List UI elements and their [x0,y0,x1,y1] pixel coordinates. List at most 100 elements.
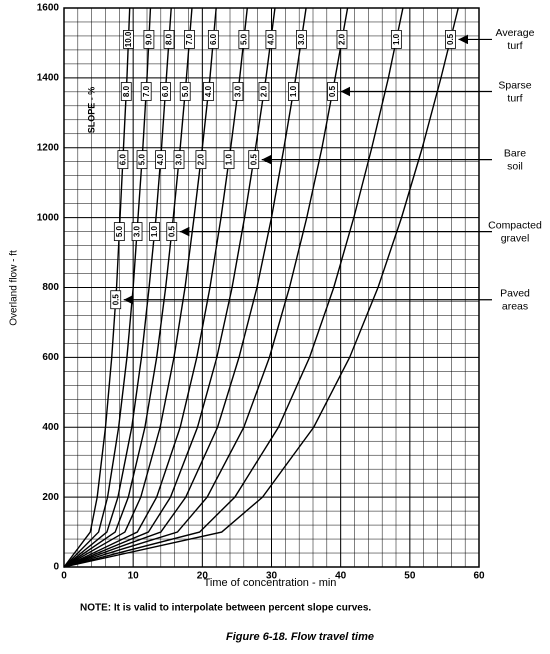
label-box [117,150,129,170]
slope-label: 8.0 [120,82,132,101]
label-box [173,150,185,170]
slope-label-text: 3.0 [175,154,184,166]
label-box [110,290,122,310]
slope-label-text: 3.0 [234,85,243,97]
label-box [143,30,155,49]
slope-label: 2.0 [336,30,348,49]
slope-label: 1.0 [149,222,161,242]
slope-label-text: 2.0 [338,33,347,45]
slope-label: 4.0 [155,150,166,170]
y-tick-label: 1400 [37,73,60,84]
surface-name: Bare [504,147,526,159]
curve [63,7,307,568]
label-box [166,222,178,242]
slope-label: 3.0 [296,30,307,49]
y-tick-label: 800 [42,282,59,293]
slope-label: 1.0 [390,30,402,49]
slope-label: 5.0 [136,150,148,170]
x-tick-label: 40 [335,571,347,582]
y-tick-label: 1200 [37,142,60,153]
label-box [160,82,171,101]
label-box [163,30,175,49]
y-tick-label: 0 [53,562,59,573]
slope-label-text: 6.0 [119,154,128,166]
slope-label-text: 0.5 [328,85,337,97]
slope-label-text: 6.0 [209,33,218,45]
y-tick-label: 200 [42,492,59,503]
slope-label: 7.0 [184,30,195,49]
y-tick-label: 1000 [37,212,60,223]
slope-label-text: 1.0 [289,85,298,97]
slope-label-text: 1.0 [392,33,401,45]
surface-name: areas [502,301,528,313]
slope-label: 2.0 [258,82,270,101]
slope-label-text: 0.5 [167,225,176,237]
slope-label-text: 6.0 [161,85,170,97]
curve [63,7,172,568]
curve [63,7,217,568]
slope-label-text: 5.0 [138,154,147,166]
x-tick-label: 0 [61,571,67,582]
surface-name: soil [507,160,523,172]
slope-label-text: 2.0 [197,154,206,166]
slope-label: 4.0 [265,30,277,49]
slope-label-text: 4.0 [267,33,276,45]
slope-label: 1.0 [288,82,299,101]
slope-label: 3.0 [232,82,244,101]
label-box [136,150,148,170]
slope-label-text: 3.0 [133,225,142,237]
slope-label: 3.0 [131,222,143,242]
label-box [327,82,338,101]
slope-label-text: 3.0 [297,33,306,45]
label-box [140,82,152,101]
y-tick-label: 400 [42,422,59,433]
surface-name: turf [507,92,522,104]
label-box [203,82,214,101]
slope-label-text: 2.0 [260,85,269,97]
label-box [390,30,402,49]
label-box [131,222,143,242]
slope-label-text: 0.5 [249,154,258,166]
label-box [149,222,161,242]
label-box [248,150,260,170]
label-box [336,30,348,49]
x-tick-label: 50 [404,571,416,582]
x-tick-label: 20 [197,571,209,582]
slope-label: 8.0 [163,30,175,49]
slope-label-text: 9.0 [145,33,154,45]
label-box [207,30,219,49]
curve [63,7,193,568]
slope-label-text: 1.0 [150,225,159,237]
slope-label: 9.0 [143,30,155,49]
label-box [265,30,277,49]
surface-name: Paved [500,288,530,300]
surface-name: gravel [501,232,530,244]
curve [63,7,459,568]
slope-label: 1.0 [223,150,235,170]
slope-title: SLOPE - % [86,87,96,134]
slope-label-text: 4.0 [156,154,165,166]
slope-label: 0.5 [110,290,122,310]
curve [63,7,404,568]
slope-label: 2.0 [195,150,207,170]
slope-label-text: 0.5 [446,33,455,45]
slope-label-text: 5.0 [239,33,248,45]
y-tick-label: 1600 [37,3,60,14]
x-tick-label: 10 [128,571,140,582]
label-box [179,82,191,101]
curve [63,7,276,568]
plot-frame [63,7,480,568]
slope-label: 0.5 [248,150,260,170]
y-axis-title: Overland flow - ft [9,250,20,326]
slope-label-text: 0.5 [111,294,120,306]
curve [63,7,248,568]
y-tick-label: 600 [42,352,59,363]
label-box [288,82,299,101]
label-box [445,30,456,49]
slope-label: 6.0 [160,82,171,101]
surface-name: turf [507,40,522,52]
slope-label: 4.0 [203,82,214,101]
slope-label-text: 5.0 [115,225,124,237]
x-axis-title: Time of concentration - min [204,577,337,589]
